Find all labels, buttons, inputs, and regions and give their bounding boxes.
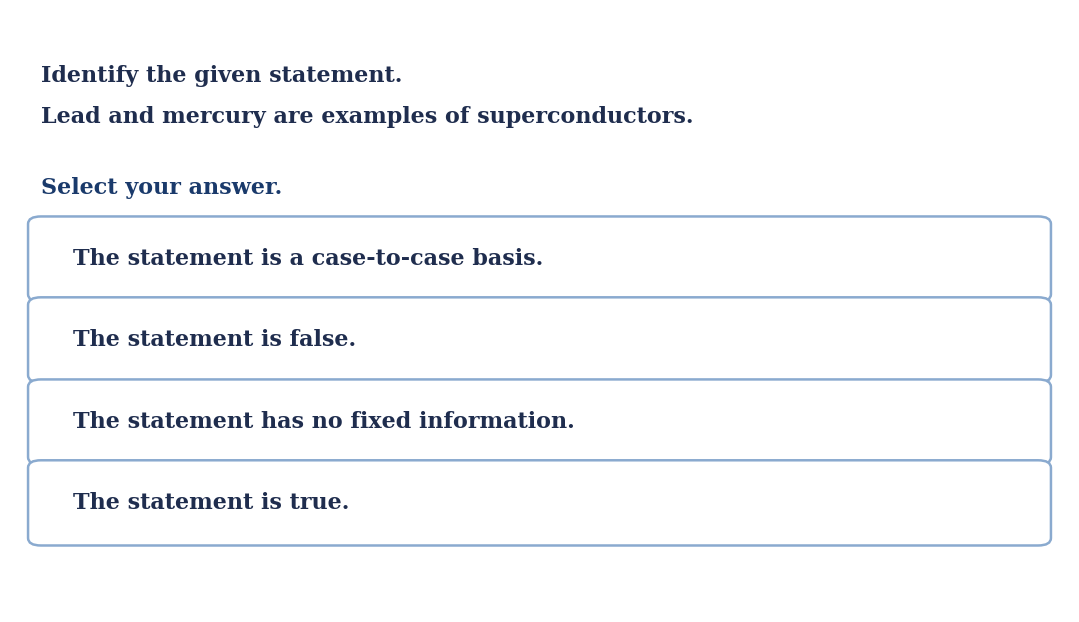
Text: Select your answer.: Select your answer. [41,177,283,199]
Text: The statement is false.: The statement is false. [73,329,356,351]
Text: The statement is true.: The statement is true. [73,492,350,514]
Text: The statement is a case-to-case basis.: The statement is a case-to-case basis. [73,248,544,270]
Text: Lead and mercury are examples of superconductors.: Lead and mercury are examples of superco… [41,106,694,128]
FancyBboxPatch shape [28,297,1051,383]
FancyBboxPatch shape [28,216,1051,302]
FancyBboxPatch shape [28,460,1051,545]
FancyBboxPatch shape [28,379,1051,465]
Text: Identify the given statement.: Identify the given statement. [41,65,402,87]
Text: The statement has no fixed information.: The statement has no fixed information. [73,411,575,433]
